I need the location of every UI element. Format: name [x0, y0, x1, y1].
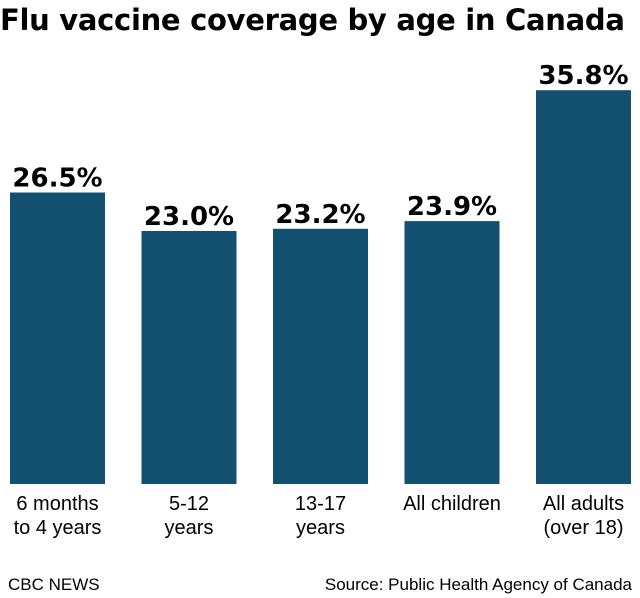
category-label-2: 5-12 years	[164, 493, 214, 539]
bar-3	[273, 228, 368, 484]
value-label-1: 26.5%	[12, 164, 102, 194]
source-label: Source: Public Health Agency of Canada	[324, 575, 632, 594]
brand-label: CBC NEWS	[8, 575, 100, 594]
bar-chart-svg: 26.5% 23.0% 23.2% 23.9% 35.8%	[10, 61, 631, 484]
category-label-3: 13-17 years	[294, 493, 347, 539]
bar-5	[536, 90, 631, 484]
bar-2	[141, 231, 237, 484]
value-label-5: 35.8%	[538, 61, 628, 91]
value-label-4: 23.9%	[407, 192, 497, 222]
value-label-2: 23.0%	[144, 202, 234, 232]
category-label-5: All adults (over 18)	[542, 493, 625, 539]
bar-4	[404, 221, 500, 484]
category-label-4: All children	[403, 493, 501, 515]
value-label-3: 23.2%	[275, 200, 365, 230]
bar-chart: 26.5% 23.0% 23.2% 23.9% 35.8%	[0, 44, 640, 484]
category-label-1: 6 months to 4 years	[13, 493, 102, 539]
bar-1	[10, 192, 105, 484]
chart-title: Flu vaccine coverage by age in Canada	[0, 3, 625, 37]
